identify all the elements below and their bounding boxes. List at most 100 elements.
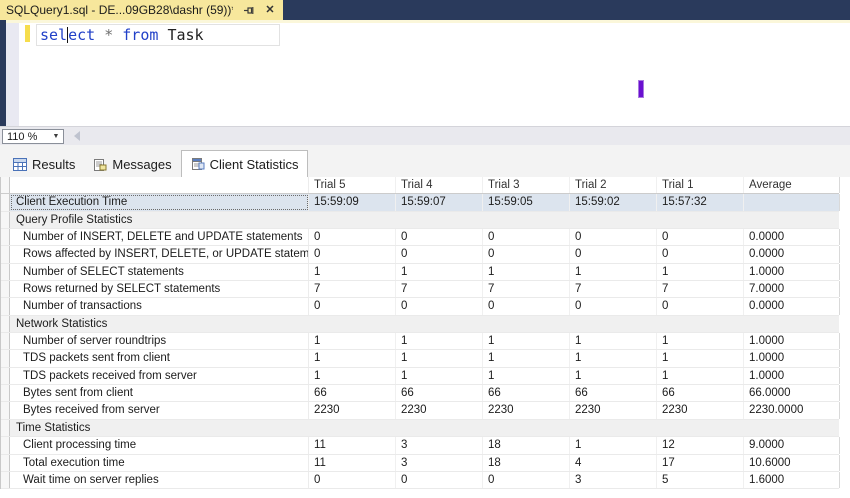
row-label[interactable]: Query Profile Statistics [10,212,839,228]
value-cell[interactable]: →1 [483,333,570,349]
row-label[interactable]: Rows affected by INSERT, DELETE, or UPDA… [10,246,309,262]
value-cell[interactable]: →0 [570,298,657,314]
value-cell[interactable]: ↓18 [483,437,570,453]
row-header[interactable] [1,437,10,453]
row-header[interactable] [1,420,10,436]
row-header[interactable] [1,455,10,471]
value-cell[interactable] [744,194,840,210]
value-cell[interactable]: 1 [309,368,396,384]
value-cell[interactable]: 15:59:05 [483,194,570,210]
row-label[interactable]: Number of server roundtrips [10,333,309,349]
value-cell[interactable]: →66 [483,385,570,401]
value-cell[interactable]: →1.0000 [744,264,840,280]
value-cell[interactable]: →2230.0000 [744,402,840,418]
row-label[interactable]: TDS packets received from server [10,368,309,384]
row-header[interactable] [1,212,10,228]
query-editor[interactable]: select * from Task [0,23,850,126]
value-cell[interactable]: →0.0000 [744,229,840,245]
value-cell[interactable]: →2230 [570,402,657,418]
table-row[interactable]: Number of server roundtrips1→1→1→1→1→1.0… [1,333,839,350]
value-cell[interactable]: →1 [657,264,744,280]
value-cell[interactable]: →1 [570,350,657,366]
row-header[interactable] [1,194,10,210]
value-cell[interactable]: →7 [657,281,744,297]
value-cell[interactable]: →0 [396,229,483,245]
value-cell[interactable]: 0 [309,298,396,314]
table-row[interactable]: Wait time on server replies0→0→0↓3↓5→1.6… [1,472,839,489]
value-cell[interactable]: 1 [309,264,396,280]
value-cell[interactable]: →7 [483,281,570,297]
value-cell[interactable]: →1 [570,264,657,280]
value-cell[interactable]: →0.0000 [744,246,840,262]
value-cell[interactable]: 0 [309,229,396,245]
value-cell[interactable]: ↓5 [657,472,744,488]
table-row[interactable]: Client Execution Time15:59:0915:59:0715:… [1,194,839,211]
value-cell[interactable]: 15:59:09 [309,194,396,210]
pin-icon[interactable] [241,3,255,17]
value-cell[interactable]: 0 [309,472,396,488]
row-header[interactable] [1,229,10,245]
value-cell[interactable]: →1 [570,333,657,349]
column-header[interactable]: Trial 5 [309,177,396,193]
document-tab[interactable]: SQLQuery1.sql - DE...09GB28\dashr (59))*… [0,0,283,20]
row-label[interactable]: Network Statistics [10,316,839,332]
value-cell[interactable]: ↑1 [570,437,657,453]
value-cell[interactable]: →1.6000 [744,472,840,488]
column-header[interactable]: Trial 3 [483,177,570,193]
value-cell[interactable]: ↓18 [483,455,570,471]
section-row[interactable]: Time Statistics [1,420,839,437]
value-cell[interactable]: →1 [657,333,744,349]
value-cell[interactable]: →1 [657,368,744,384]
value-cell[interactable]: →0 [483,229,570,245]
table-row[interactable]: Rows affected by INSERT, DELETE, or UPDA… [1,246,839,263]
value-cell[interactable]: →1 [396,333,483,349]
value-cell[interactable]: →1.0000 [744,333,840,349]
grid-corner-cell[interactable] [1,177,10,193]
value-cell[interactable]: →2230 [657,402,744,418]
row-header[interactable] [1,281,10,297]
row-header[interactable] [1,402,10,418]
column-header[interactable] [10,177,309,193]
row-header[interactable] [1,316,10,332]
row-label[interactable]: Number of INSERT, DELETE and UPDATE stat… [10,229,309,245]
row-label[interactable]: Rows returned by SELECT statements [10,281,309,297]
editor-scrollbar-strip[interactable]: 110 % ▼ [0,126,850,145]
row-label[interactable]: Client processing time [10,437,309,453]
value-cell[interactable]: →1 [396,368,483,384]
value-cell[interactable]: →0 [570,246,657,262]
value-cell[interactable]: ↓12 [657,437,744,453]
value-cell[interactable]: →0 [657,229,744,245]
column-header[interactable]: Trial 4 [396,177,483,193]
value-cell[interactable]: →1 [483,368,570,384]
value-cell[interactable]: →1 [483,350,570,366]
value-cell[interactable]: →66 [570,385,657,401]
value-cell[interactable]: →10.6000 [744,455,840,471]
value-cell[interactable]: 7 [309,281,396,297]
tab-messages[interactable]: Messages [84,152,180,177]
table-row[interactable]: Rows returned by SELECT statements7→7→7→… [1,281,839,298]
scroll-left-arrow-icon[interactable] [74,131,80,141]
table-row[interactable]: Total execution time11↑3↓18↑4↓17→10.6000 [1,455,839,472]
tab-client-statistics[interactable]: Client Statistics [181,150,309,177]
row-label[interactable]: Client Execution Time [10,194,309,210]
row-header[interactable] [1,385,10,401]
row-header[interactable] [1,350,10,366]
value-cell[interactable]: →66 [657,385,744,401]
value-cell[interactable]: 11 [309,455,396,471]
value-cell[interactable]: →1 [396,264,483,280]
value-cell[interactable]: →0 [483,246,570,262]
value-cell[interactable]: →1 [396,350,483,366]
value-cell[interactable]: →0 [396,246,483,262]
value-cell[interactable]: →2230 [483,402,570,418]
table-row[interactable]: TDS packets received from server1→1→1→1→… [1,368,839,385]
row-header[interactable] [1,368,10,384]
value-cell[interactable]: →2230 [396,402,483,418]
value-cell[interactable]: →0 [657,298,744,314]
value-cell[interactable]: 66 [309,385,396,401]
row-header[interactable] [1,298,10,314]
value-cell[interactable]: 0 [309,246,396,262]
value-cell[interactable]: 1 [309,350,396,366]
value-cell[interactable]: →66.0000 [744,385,840,401]
row-header[interactable] [1,333,10,349]
row-label[interactable]: Wait time on server replies [10,472,309,488]
